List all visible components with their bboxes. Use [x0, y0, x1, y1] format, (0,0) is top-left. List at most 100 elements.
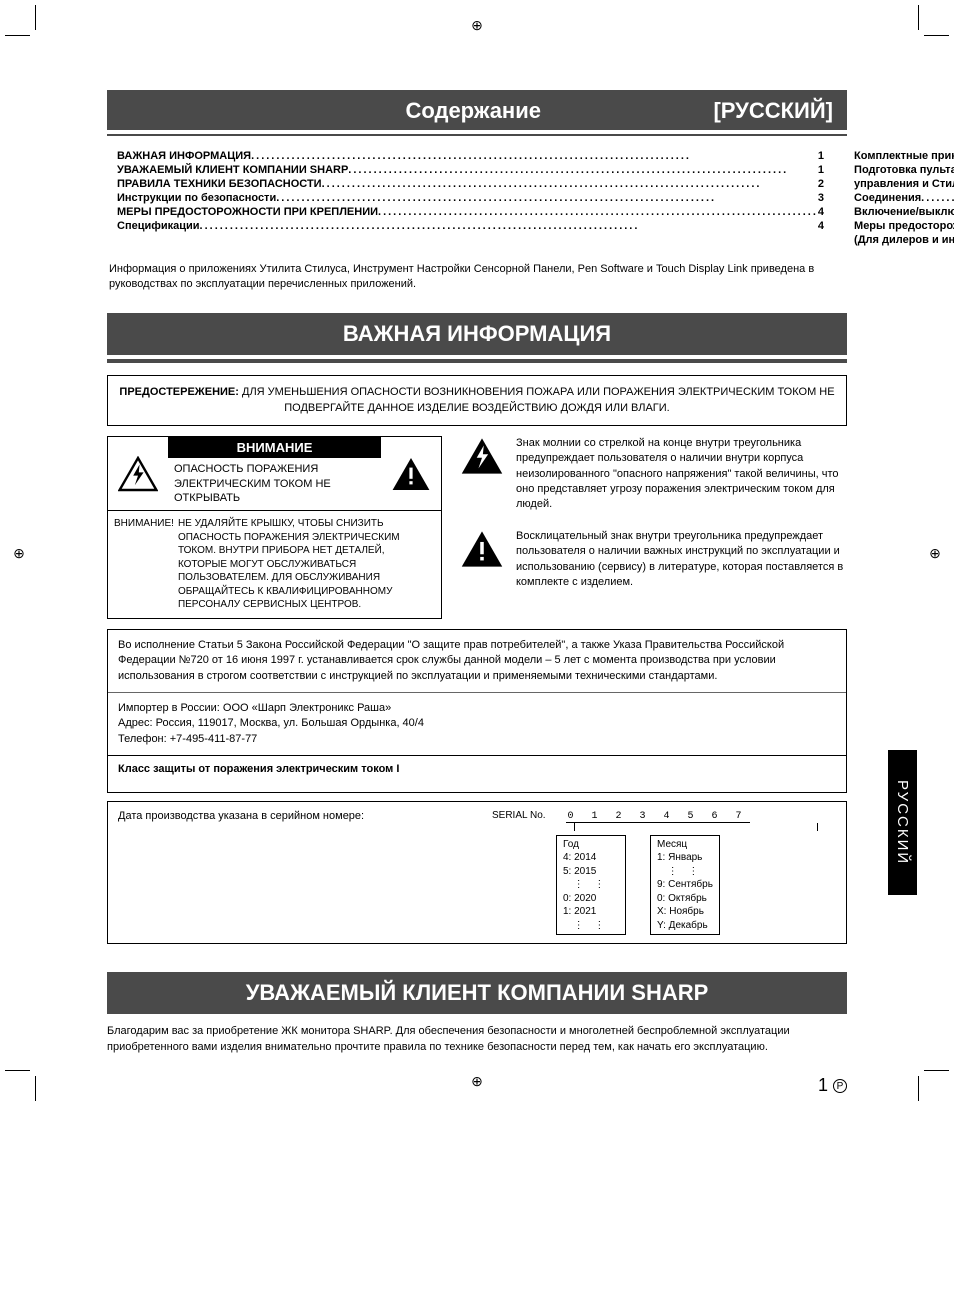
- serial-label: SERIAL No.: [492, 810, 546, 821]
- toc-leader: [322, 178, 818, 190]
- serial-year-row: 5: 2015: [563, 865, 619, 879]
- toc-row: ВАЖНАЯ ИНФОРМАЦИЯ 1: [117, 150, 824, 162]
- caution-bottom-label: ВНИМАНИЕ!: [114, 517, 178, 612]
- explain-text-exclaim: Восклицательный знак внутри треугольника…: [516, 529, 847, 591]
- crop-mark: [914, 10, 944, 40]
- caution-body: ОПАСНОСТЬ ПОРАЖЕНИЯ ЭЛЕКТРИЧЕСКИМ ТОКОМ …: [168, 458, 381, 511]
- shock-triangle-icon: [108, 437, 168, 511]
- page-marker-icon: P: [833, 1079, 847, 1093]
- serial-month-row: 0: Октябрь: [657, 892, 713, 906]
- serial-month-row: ⋮ ⋮: [657, 865, 713, 879]
- exclaim-triangle-icon: [381, 437, 441, 511]
- explain-row-bolt: Знак молнии со стрелкой на конце внутри …: [460, 436, 847, 513]
- protection-class: Класс защиты от поражения электрическим …: [108, 755, 846, 783]
- toc-label: управления и Стилус: [854, 178, 954, 190]
- compliance-p1: Во исполнение Статьи 5 Закона Российской…: [118, 638, 836, 684]
- toc-label: Спецификации: [117, 220, 200, 232]
- compliance-box: Во исполнение Статьи 5 Закона Российской…: [107, 629, 847, 793]
- toc-row: Меры предосторожности при креплении: [854, 220, 954, 232]
- toc-row: Комплектные принадлежности5: [854, 150, 954, 162]
- serial-month-table: Месяц 1: Январь⋮ ⋮9: Сентябрь0: ОктябрьX…: [650, 835, 720, 936]
- toc-row: Спецификации 4: [117, 220, 824, 232]
- dear-customer-text: Благодарим вас за приобретение ЖК монито…: [107, 1024, 847, 1056]
- registration-mark-icon: ⊕: [928, 546, 942, 560]
- shock-triangle-icon: [460, 436, 504, 479]
- language-label: [РУССКИЙ]: [699, 98, 847, 124]
- warning-text: ДЛЯ УМЕНЬШЕНИЯ ОПАСНОСТИ ВОЗНИКНОВЕНИЯ П…: [239, 386, 835, 415]
- caution-head: ВНИМАНИЕ: [168, 437, 381, 458]
- serial-month-row: 1: Январь: [657, 851, 713, 865]
- explain-row-exclaim: Восклицательный знак внутри треугольника…: [460, 529, 847, 591]
- toc-row: Подготовка пульта дистанционного: [854, 164, 954, 176]
- toc-row: МЕРЫ ПРЕДОСТОРОЖНОСТИ ПРИ КРЕПЛЕНИИ 4: [117, 206, 824, 218]
- toc-row: Инструкции по безопасности 3: [117, 192, 824, 204]
- serial-year-row: 1: 2021: [563, 905, 619, 919]
- toc-label: ПРАВИЛА ТЕХНИКИ БЕЗОПАСНОСТИ: [117, 178, 322, 190]
- toc-page: 1: [818, 164, 824, 176]
- toc-row: (Для дилеров и инженеров по обслуживанию…: [854, 234, 954, 246]
- toc-page: 1: [818, 150, 824, 162]
- table-of-contents: ВАЖНАЯ ИНФОРМАЦИЯ1УВАЖАЕМЫЙ КЛИЕНТ КОМПА…: [107, 136, 847, 256]
- toc-label: Включение/выключение питания: [854, 206, 954, 218]
- warning-box: ПРЕДОСТЕРЕЖЕНИЕ: ДЛЯ УМЕНЬШЕНИЯ ОПАСНОСТ…: [107, 375, 847, 426]
- divider: [107, 359, 847, 363]
- serial-month-row: X: Ноябрь: [657, 905, 713, 919]
- header-bar: Содержание [РУССКИЙ]: [107, 90, 847, 130]
- toc-label: Комплектные принадлежности: [854, 150, 954, 162]
- serial-year-row: 0: 2020: [563, 892, 619, 906]
- toc-page: 4: [818, 206, 824, 218]
- explain-text-bolt: Знак молнии со стрелкой на конце внутри …: [516, 436, 847, 513]
- toc-label: Подготовка пульта дистанционного: [854, 164, 954, 176]
- serial-left-text: Дата производства указана в серийном ном…: [118, 810, 462, 936]
- serial-month-title: Месяц: [657, 838, 713, 852]
- serial-year-row: ⋮ ⋮: [563, 878, 619, 892]
- serial-digits: 0 1 2 3 4 5 6 7: [566, 811, 750, 823]
- toc-row: ПРАВИЛА ТЕХНИКИ БЕЗОПАСНОСТИ 2: [117, 178, 824, 190]
- toc-label: Соединения: [854, 192, 921, 204]
- toc-label: ВАЖНАЯ ИНФОРМАЦИЯ: [117, 150, 251, 162]
- registration-mark-icon: ⊕: [470, 18, 484, 32]
- toc-row: Соединения6: [854, 192, 954, 204]
- crop-mark: [10, 10, 40, 40]
- exclaim-triangle-icon: [460, 529, 504, 572]
- toc-leader: [251, 150, 818, 162]
- toc-leader: [921, 192, 954, 204]
- serial-year-row: 4: 2014: [563, 851, 619, 865]
- serial-month-row: Y: Декабрь: [657, 919, 713, 933]
- section-title-dear: УВАЖАЕМЫЙ КЛИЕНТ КОМПАНИИ SHARP: [107, 972, 847, 1014]
- side-language-tab: РУССКИЙ: [888, 750, 917, 895]
- page-title: Содержание: [107, 98, 699, 124]
- serial-box: Дата производства указана в серийном ном…: [107, 801, 847, 945]
- toc-leader: [276, 192, 818, 204]
- divider: [108, 692, 846, 693]
- toc-label: МЕРЫ ПРЕДОСТОРОЖНОСТИ ПРИ КРЕПЛЕНИИ: [117, 206, 378, 218]
- toc-page: 2: [818, 178, 824, 190]
- toc-row: Включение/выключение питания7: [854, 206, 954, 218]
- section-title-important: ВАЖНАЯ ИНФОРМАЦИЯ: [107, 313, 847, 355]
- serial-year-title: Год: [563, 838, 619, 852]
- toc-note: Информация о приложениях Утилита Стилуса…: [107, 256, 847, 307]
- toc-page: 3: [818, 192, 824, 204]
- serial-year-table: Год 4: 20145: 2015⋮ ⋮0: 20201: 2021⋮ ⋮: [556, 835, 626, 936]
- caution-box: ВНИМАНИЕ ОПАСНОСТЬ ПОРАЖЕНИЯ ЭЛЕКТРИЧЕСК…: [107, 436, 442, 619]
- crop-mark: [914, 1066, 944, 1096]
- toc-leader: [378, 206, 818, 218]
- toc-row: УВАЖАЕМЫЙ КЛИЕНТ КОМПАНИИ SHARP 1: [117, 164, 824, 176]
- toc-label: Меры предосторожности при креплении: [854, 220, 954, 232]
- registration-mark-icon: ⊕: [470, 1074, 484, 1088]
- registration-mark-icon: ⊕: [12, 546, 26, 560]
- toc-row: управления и Стилус5: [854, 178, 954, 190]
- page-number: 1 P: [818, 1075, 847, 1096]
- toc-leader: [348, 164, 818, 176]
- toc-page: 4: [818, 220, 824, 232]
- crop-mark: [10, 1066, 40, 1096]
- toc-leader: [200, 220, 818, 232]
- toc-label: (Для дилеров и инженеров по обслуживанию…: [854, 234, 954, 246]
- caution-bottom-text: НЕ УДАЛЯЙТЕ КРЫШКУ, ЧТОБЫ СНИЗИТЬ ОПАСНО…: [178, 517, 435, 612]
- toc-label: УВАЖАЕМЫЙ КЛИЕНТ КОМПАНИИ SHARP: [117, 164, 348, 176]
- warning-label: ПРЕДОСТЕРЕЖЕНИЕ:: [119, 386, 239, 398]
- serial-month-row: 9: Сентябрь: [657, 878, 713, 892]
- compliance-p2: Импортер в России: ООО «Шарп Электроникс…: [118, 701, 836, 747]
- toc-label: Инструкции по безопасности: [117, 192, 276, 204]
- serial-year-row: ⋮ ⋮: [563, 919, 619, 933]
